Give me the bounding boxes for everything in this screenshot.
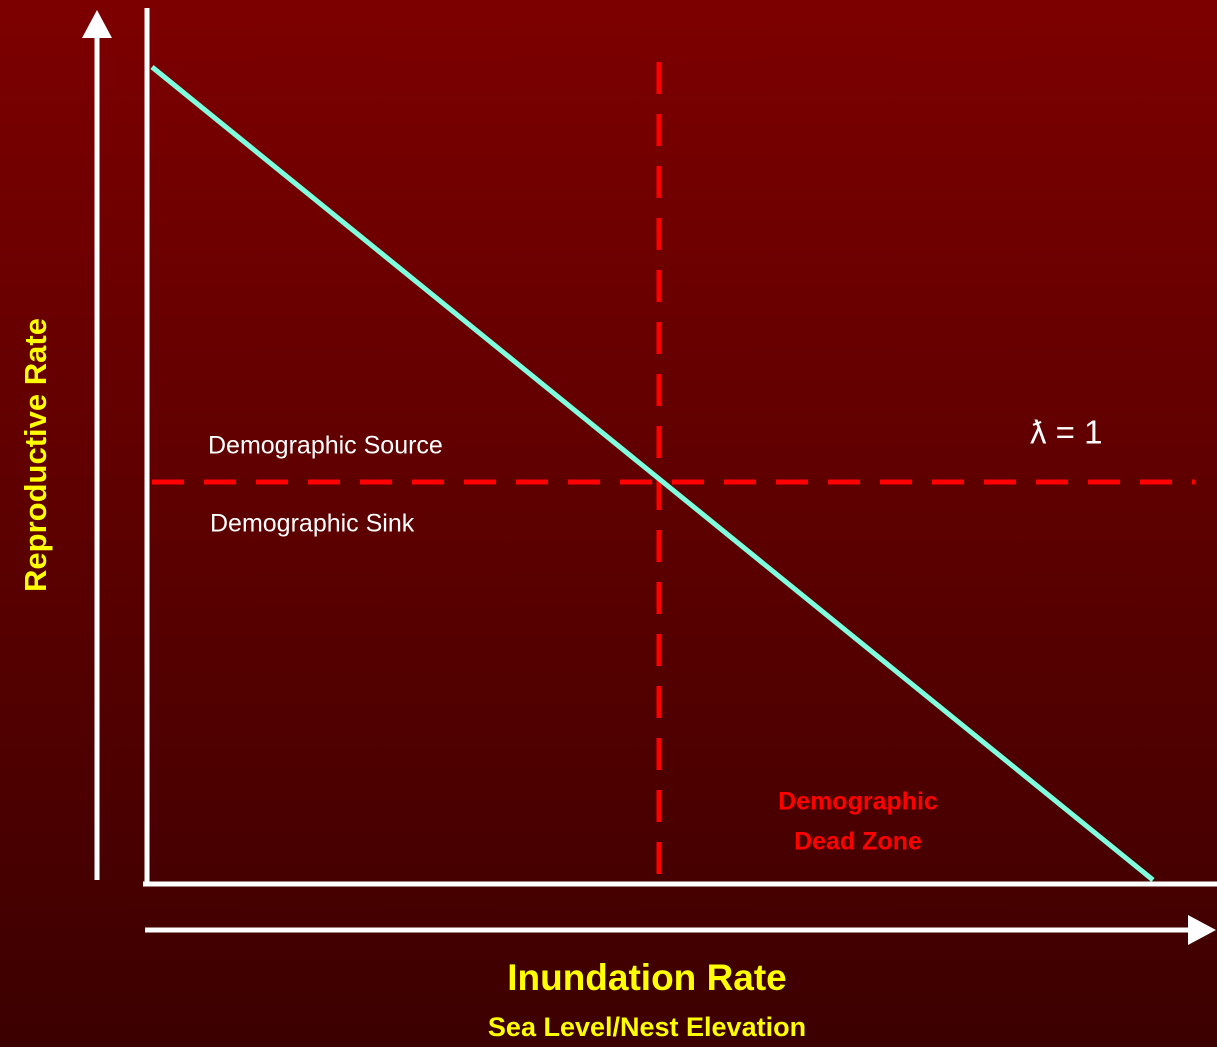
x-axis-sublabel: Sea Level/Nest Elevation [488, 1012, 806, 1042]
y-axis-label: Reproductive Rate [18, 318, 53, 592]
trend-line [150, 65, 1155, 882]
x-arrow-head [1188, 915, 1216, 945]
x-axis-label: Inundation Rate [507, 957, 787, 998]
dead-zone-label: Dead Zone [794, 828, 922, 856]
sink-label: Demographic Sink [210, 510, 415, 538]
dead-zone-label: Demographic [778, 788, 938, 816]
y-arrow-head [82, 10, 112, 38]
source-label: Demographic Source [208, 432, 443, 460]
threshold-label: ƛ = 1 [1030, 414, 1102, 451]
